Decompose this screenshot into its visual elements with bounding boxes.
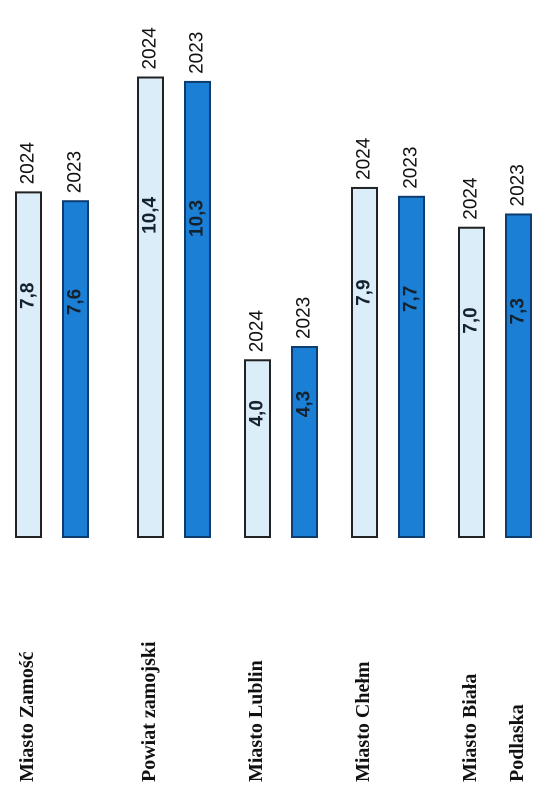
value-label: 7,6 [65, 289, 86, 315]
bar [398, 195, 425, 539]
series-label: 2024 [461, 177, 482, 220]
series-label: 2024 [247, 310, 268, 353]
category-label: Miasto Chełm [352, 661, 374, 782]
bar [351, 186, 378, 539]
bar [15, 191, 42, 539]
value-label: 7,3 [508, 298, 529, 324]
series-label: 2024 [354, 137, 375, 180]
series-label: 2023 [187, 32, 208, 74]
bar [244, 359, 271, 539]
value-label: 10,3 [187, 200, 208, 237]
bar [62, 200, 89, 539]
category-label: Miasto Biała Podlaska [459, 673, 528, 782]
series-label: 2024 [140, 27, 161, 70]
value-label: 4,0 [247, 400, 268, 426]
category-label: Miasto Lublin [245, 660, 267, 782]
value-label: 7,9 [354, 279, 375, 305]
series-label: 2024 [18, 142, 39, 185]
value-label: 4,3 [294, 391, 315, 417]
category-label: Powiat zamojski [138, 641, 160, 782]
series-label: 2023 [401, 147, 422, 189]
bar [291, 346, 318, 538]
series-label: 2023 [65, 151, 86, 193]
series-label: 2023 [508, 164, 529, 206]
bar [137, 76, 164, 538]
bar [505, 213, 532, 539]
value-label: 7,8 [18, 283, 39, 309]
bar [458, 226, 485, 539]
value-label: 7,0 [461, 307, 482, 333]
value-label: 10,4 [140, 196, 161, 233]
bar [184, 80, 211, 538]
category-label: Miasto Zamość [16, 651, 38, 782]
value-label: 7,7 [401, 286, 422, 312]
series-label: 2023 [294, 297, 315, 339]
